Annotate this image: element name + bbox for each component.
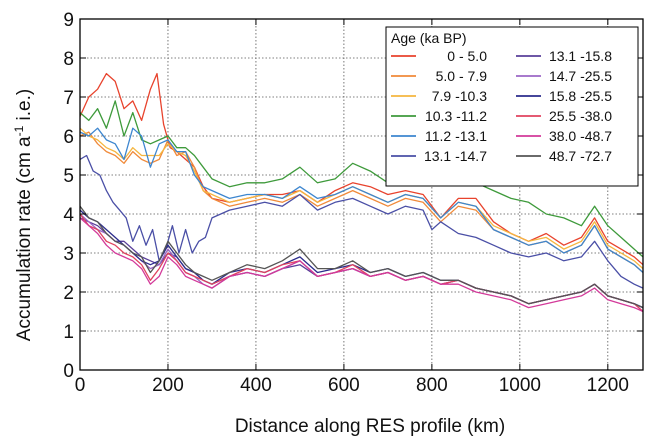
series-line-12 bbox=[79, 205, 644, 309]
x-tick-label: 1000 bbox=[499, 375, 541, 396]
y-tick-label: 4 bbox=[63, 205, 74, 226]
legend-label: 13.1 -15.8 bbox=[549, 48, 612, 64]
legend-label: 7.9 -10.3 bbox=[432, 88, 487, 104]
series-line-6 bbox=[79, 154, 644, 289]
legend-title: Age (ka BP) bbox=[391, 30, 466, 46]
y-tick-label: 8 bbox=[63, 49, 74, 70]
series-line-11 bbox=[79, 217, 644, 313]
y-tick-label: 7 bbox=[63, 88, 74, 109]
legend-label: 14.7 -25.5 bbox=[549, 68, 612, 84]
y-tick-label: 3 bbox=[63, 244, 74, 265]
y-tick-label: 9 bbox=[63, 10, 74, 31]
x-tick-label: 600 bbox=[328, 375, 360, 396]
y-axis-label-tail: i.e.) bbox=[14, 89, 35, 126]
legend-label: 48.7 -72.7 bbox=[549, 148, 612, 164]
x-tick-label: 200 bbox=[152, 375, 184, 396]
legend-label: 15.8 -25.5 bbox=[549, 88, 612, 104]
x-tick-label: 0 bbox=[75, 375, 86, 396]
x-tick-label: 400 bbox=[240, 375, 272, 396]
legend-label: 10.3 -11.2 bbox=[425, 108, 487, 124]
y-axis-label-main: Accumulation rate (cm a bbox=[14, 136, 35, 341]
legend: Age (ka BP) 0 - 5.0 5.0 - 7.9 7.9 -10.3 10.… bbox=[385, 26, 639, 187]
plot-frame bbox=[79, 18, 644, 371]
x-tick-label: 800 bbox=[416, 375, 448, 396]
series-line-7 bbox=[79, 217, 644, 309]
legend-box bbox=[385, 26, 639, 187]
y-tick-label: 1 bbox=[63, 322, 74, 343]
legend-label: 5.0 - 7.9 bbox=[436, 68, 488, 84]
legend-label: 25.5 -38.0 bbox=[549, 108, 612, 124]
y-axis-label: Accumulation rate (cm a-1 i.e.) bbox=[12, 89, 35, 341]
axis-ticks: 0 200 400 600 800 1000 1200 0 1 2 3 4 5 6 7 8 9 bbox=[63, 10, 643, 396]
series-lines bbox=[79, 72, 644, 313]
legend-label: 38.0 -48.7 bbox=[549, 128, 612, 144]
y-tick-label: 6 bbox=[63, 127, 74, 148]
y-tick-label: 0 bbox=[63, 361, 74, 382]
y-tick-label: 5 bbox=[63, 166, 74, 187]
legend-label: 0 - 5.0 bbox=[447, 48, 487, 64]
legend-label: 11.2 -13.1 bbox=[425, 128, 487, 144]
y-tick-label: 2 bbox=[63, 283, 74, 304]
series-line-3 bbox=[79, 127, 644, 270]
y-axis-label-sup: -1 bbox=[12, 125, 26, 136]
x-axis-label: Distance along RES profile (km) bbox=[235, 416, 505, 437]
x-tick-label: 1200 bbox=[587, 375, 629, 396]
series-line-5 bbox=[79, 127, 644, 273]
legend-label: 13.1 -14.7 bbox=[424, 148, 487, 164]
